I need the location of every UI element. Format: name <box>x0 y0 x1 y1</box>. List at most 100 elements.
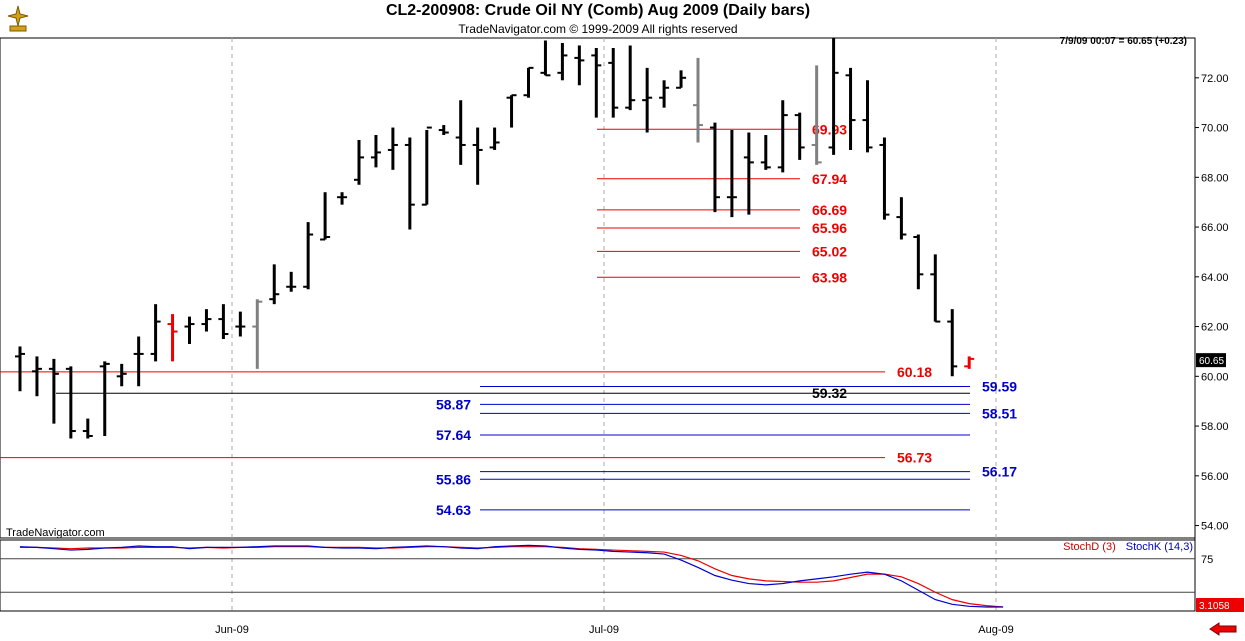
ohlc-bar <box>269 264 280 305</box>
ohlc-bar <box>947 309 958 377</box>
copyright-text: TradeNavigator.com © 1999-2009 All right… <box>458 22 738 36</box>
last-quote: 7/9/09 00:07 = 60.65 (+0.23) <box>1059 36 1187 47</box>
ohlc-bar <box>760 135 771 170</box>
ohlc-bar <box>65 366 76 439</box>
ohlc-bar <box>320 192 331 241</box>
stochastic-last-label: 3.1058 <box>1199 601 1230 612</box>
ohlc-bar <box>794 112 805 160</box>
fib-level-label: 58.87 <box>436 396 471 412</box>
ohlc-bar <box>828 38 839 155</box>
fib-level-label: 54.63 <box>436 502 471 518</box>
fib-level-label: 67.94 <box>812 171 847 187</box>
fib-level-label: 59.59 <box>982 379 1017 395</box>
ohlc-bar <box>133 336 144 387</box>
y-tick-label: 54.00 <box>1201 521 1229 533</box>
fib-level-label: 56.73 <box>897 450 932 466</box>
ohlc-bar <box>608 47 619 118</box>
stochk-legend: StochK (14,3) <box>1125 541 1193 553</box>
ohlc-bar <box>286 271 297 292</box>
ohlc-bar <box>184 316 195 344</box>
ohlc-bar <box>591 47 602 118</box>
ohlc-bar <box>15 346 25 392</box>
ohlc-bar <box>693 57 703 143</box>
ohlc-bar <box>879 137 890 220</box>
ohlc-bar <box>777 100 788 173</box>
ohlc-bar <box>421 126 432 206</box>
y-tick-label: 56.00 <box>1201 471 1229 483</box>
fib-level-label: 65.96 <box>812 220 847 236</box>
ohlc-bar <box>625 45 636 111</box>
ohlc-bar <box>116 363 127 387</box>
brand-watermark: TradeNavigator.com <box>6 527 105 539</box>
ohlc-bar <box>218 304 229 339</box>
y-tick-label: 66.00 <box>1201 222 1229 234</box>
ohlc-bar <box>489 127 500 150</box>
ohlc-bar <box>370 135 381 168</box>
last-price-box <box>1196 353 1226 368</box>
ohlc-bar <box>472 127 483 185</box>
ohlc-bar <box>574 45 585 86</box>
stochastic-legend: StochD (3) StochK (14,3) <box>1063 541 1193 553</box>
ohlc-bar <box>455 100 466 165</box>
x-tick-label: Jul-09 <box>589 624 619 636</box>
ohlc-bar <box>862 80 873 153</box>
ohlc-bar <box>167 314 178 362</box>
x-tick-label: Jun-09 <box>215 624 249 636</box>
fib-level-label: 55.86 <box>436 471 471 487</box>
y-tick-label: 64.00 <box>1201 272 1229 284</box>
ohlc-bar <box>387 127 398 170</box>
fib-level-label: 56.17 <box>982 464 1017 480</box>
ohlc-bar <box>303 222 314 290</box>
ohlc-bar <box>404 137 415 230</box>
ohlc-bar <box>964 356 975 369</box>
ohlc-bar <box>201 309 212 332</box>
ohlc-bar <box>337 192 348 205</box>
fib-level-label: 58.51 <box>982 405 1017 421</box>
fib-level-label: 60.18 <box>897 364 932 380</box>
trade-navigator-logo-icon[interactable] <box>4 4 32 34</box>
ohlc-bar <box>354 139 364 185</box>
stochastic-series-line <box>19 544 1004 608</box>
ohlc-bar <box>709 122 720 213</box>
ohlc-bar <box>99 361 110 437</box>
y-tick-label: 68.00 <box>1201 172 1229 184</box>
stochastic-y-tick: 75 <box>1201 554 1213 566</box>
fib-level-label: 65.02 <box>812 243 847 259</box>
ohlc-bar <box>811 65 822 165</box>
fib-level-label: 57.64 <box>436 427 471 443</box>
ohlc-bar <box>150 304 161 362</box>
fib-level-label: 59.32 <box>812 385 847 401</box>
ohlc-bar <box>540 40 551 77</box>
stochastic-last-box <box>1196 598 1244 612</box>
stochd-legend: StochD (3) <box>1063 541 1116 553</box>
ohlc-bar <box>31 356 42 397</box>
fib-level-label: 63.98 <box>812 269 847 285</box>
ohlc-bar <box>726 130 737 218</box>
ohlc-bar <box>913 234 924 290</box>
y-tick-label: 70.00 <box>1201 123 1229 135</box>
ohlc-bar <box>82 418 93 439</box>
chart-title: CL2-200908: Crude Oil NY (Comb) Aug 2009… <box>385 2 811 19</box>
last-price-label: 60.65 <box>1199 356 1224 367</box>
ohlc-bar <box>676 70 687 89</box>
y-tick-label: 60.00 <box>1201 371 1229 383</box>
ohlc-bar <box>438 125 449 136</box>
ohlc-bar <box>557 42 568 81</box>
ohlc-bar <box>896 197 907 240</box>
ohlc-bar <box>235 311 246 337</box>
ohlc-bar <box>252 299 263 369</box>
y-tick-label: 72.00 <box>1201 73 1229 85</box>
y-tick-label: 62.00 <box>1201 322 1229 334</box>
ohlc-bar <box>642 67 653 133</box>
fib-level-label: 66.69 <box>812 202 847 218</box>
ohlc-bar <box>523 66 534 98</box>
ohlc-bar <box>845 67 856 150</box>
ohlc-bar <box>48 358 59 424</box>
y-tick-label: 58.00 <box>1201 421 1229 433</box>
fib-level-label: 69.93 <box>812 121 847 137</box>
ohlc-bar <box>659 80 670 108</box>
red-left-arrow-icon[interactable] <box>1209 622 1237 636</box>
ohlc-bar <box>743 132 754 215</box>
ohlc-bar <box>506 94 517 128</box>
